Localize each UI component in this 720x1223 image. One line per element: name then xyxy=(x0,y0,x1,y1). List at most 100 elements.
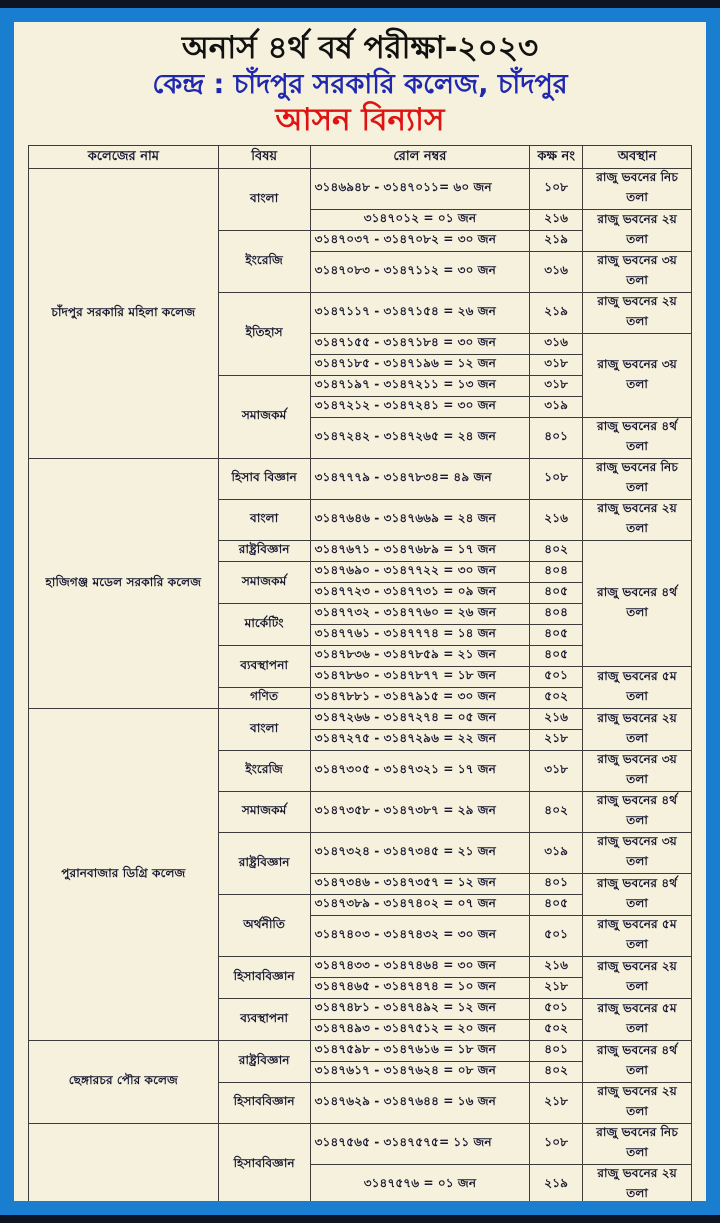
roll-cell: ৩১৪৭০৮৩ - ৩১৪৭১১২ = ৩০ জন xyxy=(309,251,531,294)
subject-cell: ইংরেজি xyxy=(217,230,311,294)
table-row: ৩১৪৭৭৬১ - ৩১৪৭৭৭৪ = ১৪ জন ৪০৫ xyxy=(29,624,692,647)
location-cell: রাজু ভবনের ৪র্থ তলা xyxy=(582,417,692,460)
college-cell: ছেঙ্গারচর পৌর কলেজ xyxy=(28,1040,219,1125)
college-cell: হাজিগঞ্জ মডেল সরকারি কলেজ xyxy=(28,458,219,710)
roll-cell: ৩১৪৭৪০৩ - ৩১৪৭৪৩২ = ৩০ জন xyxy=(309,915,531,958)
roll-cell: ৩১৪৭৬৯০ - ৩১৪৭৭২২ = ৩০ জন xyxy=(309,561,531,584)
location-cell: রাজু ভবনের নিচ তলা xyxy=(582,1123,692,1166)
room-cell: ৩১৮ xyxy=(529,354,584,377)
room-cell: ১০৮ xyxy=(529,168,584,211)
roll-cell: ৩১৪৭৬৭১ - ৩১৪৭৬৮৯ = ১৭ জন xyxy=(309,540,531,563)
roll-cell: ৩১৪৭২৪২ - ৩১৪৭২৬৫ = ২৪ জন xyxy=(309,417,531,460)
roll-cell: ৩১৪৭৮৮১ - ৩১৪৭৯১৫ = ৩০ জন xyxy=(309,687,531,710)
roll-cell: ৩১৪৭৫৬৫ - ৩১৪৭৫৭৫= ১১ জন xyxy=(309,1123,531,1166)
roll-cell: ৩১৪৭৮৬০ - ৩১৪৭৮৭৭ = ১৮ জন xyxy=(309,666,531,689)
room-cell: ২১৯ xyxy=(529,1164,584,1201)
table-row: ৩১৪৭২৭৫ - ৩১৪৭২৯৬ = ২২ জন ২১৮ xyxy=(29,729,692,752)
table-row: রাষ্ট্রবিজ্ঞান ৩১৪৭৬৭১ - ৩১৪৭৬৮৯ = ১৭ জন ৪… xyxy=(29,540,692,668)
roll-cell: ৩১৪৭৩৮৯ - ৩১৪৭৪০২ = ০৭ জন xyxy=(309,894,531,917)
table-row: ৩১৪৭৫৭৬ = ০১ জন ২১৯ রাজু ভবনের ২য় তলা xyxy=(29,1164,692,1201)
room-cell: ৪০৫ xyxy=(529,645,584,668)
location-cell: রাজু ভবনের ৪র্থ তলা xyxy=(582,540,692,668)
subject-cell: হিসাব বিজ্ঞান xyxy=(217,458,311,501)
subject-cell: গণিত xyxy=(217,687,311,710)
subject-cell: ব্যবস্থাপনা xyxy=(217,998,311,1042)
table-row: ৩১৪৭৪৯৩ - ৩১৪৭৫১২ = ২০ জন ৫০২ xyxy=(29,1019,692,1042)
college-cell: গৃদকালিন্দিয়া হাজেরা হাসমত কলেজ xyxy=(28,1123,219,1201)
roll-cell: ৩১৪৭৬১৭ - ৩১৪৭৬২৪ = ০৮ জন xyxy=(309,1061,531,1084)
table-row: ৩১৪৭৭২৩ - ৩১৪৭৭৩১ = ০৯ জন ৪০৫ xyxy=(29,582,692,605)
location-cell: রাজু ভবনের ২য় তলা xyxy=(582,708,692,752)
room-cell: ৫০২ xyxy=(529,1019,584,1042)
location-cell: রাজু ভবনের নিচ তলা xyxy=(582,168,692,211)
table-row: মার্কেটিং ৩১৪৭৭৩২ - ৩১৪৭৭৬০ = ২৬ জন ৪০৪ xyxy=(29,603,692,647)
roll-cell: ৩১৪৭৭৭৯ - ৩১৪৭৮৩৪= ৪৯ জন xyxy=(309,458,531,501)
table-row: ৩১৪৭৮৬০ - ৩১৪৭৮৭৭ = ১৮ জন ৫০১ রাজু ভবনের ৫… xyxy=(29,666,692,710)
subject-cell: রাষ্ট্রবিজ্ঞান xyxy=(217,832,311,896)
roll-cell: ৩১৪৭৪৯৩ - ৩১৪৭৫১২ = ২০ জন xyxy=(309,1019,531,1042)
table-row: হাজিগঞ্জ মডেল সরকারি কলেজ হিসাব বিজ্ঞান ৩১… xyxy=(28,458,692,710)
room-cell: ২১৬ xyxy=(529,499,584,542)
location-cell: রাজু ভবনের ৪র্থ তলা xyxy=(582,873,692,917)
table-row: ইংরেজি ৩১৪৭৩০৫ - ৩১৪৭৩২১ = ১৭ জন ৩১৮ রাজু ভ… xyxy=(29,750,692,793)
table-row: গৃদকালিন্দিয়া হাজেরা হাসমত কলেজহিসাববিজ… xyxy=(28,1123,692,1201)
subject-cell: ইংরেজি xyxy=(217,750,311,793)
room-cell: ৪০৫ xyxy=(529,582,584,605)
table-row: ছেঙ্গারচর পৌর কলেজ রাষ্ট্রবিজ্ঞান ৩১৪৭৫৯৮ … xyxy=(28,1040,692,1125)
roll-cell: ৩১৪৭৩৫৮ - ৩১৪৭৩৮৭ = ২৯ জন xyxy=(309,791,531,834)
room-cell: ৪০৪ xyxy=(529,561,584,584)
document-page: অনার্স ৪র্থ বর্ষ পরীক্ষা-২০২৩ কেন্দ্র : … xyxy=(14,22,706,1201)
roll-cell: ৩১৪৭৭২৩ - ৩১৪৭৭৩১ = ০৯ জন xyxy=(309,582,531,605)
roll-cell: ৩১৪৭৭৩২ - ৩১৪৭৭৬০ = ২৬ জন xyxy=(309,603,531,626)
room-cell: ৪০২ xyxy=(529,540,584,563)
room-cell: ৩১৬ xyxy=(529,251,584,294)
subject-cell: ইতিহাস xyxy=(217,292,311,377)
college-cell: পুরানবাজার ডিগ্রি কলেজ xyxy=(28,708,219,1042)
location-cell: রাজু ভবনের ৫ম তলা xyxy=(582,915,692,958)
room-cell: ১০৮ xyxy=(529,458,584,501)
roll-cell: ৩১৪৭১৫৫ - ৩১৪৭১৮৪ = ৩০ জন xyxy=(309,333,531,356)
room-cell: ৩১৮ xyxy=(529,375,584,398)
subject-cell: বাংলা xyxy=(217,499,311,542)
location-cell: রাজু ভবনের ২য় তলা xyxy=(582,1164,692,1201)
roll-cell: ৩১৪৭৪৩৩ - ৩১৪৭৪৬৪ = ৩০ জন xyxy=(309,956,531,979)
roll-cell: ৩১৪৭১৮৫ - ৩১৪৭১৯৬ = ১২ জন xyxy=(309,354,531,377)
room-cell: ৪০৫ xyxy=(529,894,584,917)
table-row: ব্যবস্থাপনা ৩১৪৭৪৮১ - ৩১৪৭৪৯২ = ১২ জন ৫০১ র… xyxy=(29,998,692,1042)
room-cell: ২১৬ xyxy=(529,209,584,232)
table-row: সমাজকর্ম ৩১৪৭৬৯০ - ৩১৪৭৭২২ = ৩০ জন ৪০৪ xyxy=(29,561,692,605)
seating-table-body: চাঁদপুর সরকারি মহিলা কলেজ বাংলা ৩১৪৬৯৪৮ - … xyxy=(28,168,692,1201)
location-cell: রাজু ভবনের ৩য় তলা xyxy=(582,333,692,419)
roll-cell: ৩১৪৭৭৬১ - ৩১৪৭৭৭৪ = ১৪ জন xyxy=(309,624,531,647)
location-cell: রাজু ভবনের নিচ তলা xyxy=(582,458,692,501)
roll-cell: ৩১৪৭২৭৫ - ৩১৪৭২৯৬ = ২২ জন xyxy=(309,729,531,752)
room-cell: ৪০১ xyxy=(529,873,584,896)
location-cell: রাজু ভবনের ২য় তলা xyxy=(582,209,692,253)
roll-cell: ৩১৪৭৪৬৫ - ৩১৪৭৪৭৪ = ১০ জন xyxy=(309,977,531,1000)
table-row: বাংলা ৩১৪৭৬৪৬ - ৩১৪৭৬৬৯ = ২৪ জন ২১৬ রাজু ভব… xyxy=(29,499,692,542)
table-row: ৩১৪৭১৫৫ - ৩১৪৭১৮৪ = ৩০ জন ৩১৬ রাজু ভবনের ৩… xyxy=(29,333,692,419)
exam-title: অনার্স ৪র্থ বর্ষ পরীক্ষা-২০২৩ xyxy=(181,30,539,66)
subject-cell: বাংলা xyxy=(217,168,311,232)
table-row: ৩১৪৭০১২ = ০১ জন ২১৬ রাজু ভবনের ২য় তলা xyxy=(29,209,692,253)
subject-cell: ব্যবস্থাপনা xyxy=(217,645,311,689)
roll-cell: ৩১৪৭৬৪৬ - ৩১৪৭৬৬৯ = ২৪ জন xyxy=(309,499,531,542)
column-header-roll: রোল নম্বর xyxy=(309,145,531,170)
room-cell: ৩১৮ xyxy=(529,750,584,793)
location-cell: রাজু ভবনের ৩য় তলা xyxy=(582,750,692,793)
room-cell: ৪০১ xyxy=(529,417,584,460)
room-cell: ২১৬ xyxy=(529,956,584,979)
room-cell: ২১৯ xyxy=(529,292,584,335)
blue-frame: অনার্স ৪র্থ বর্ষ পরীক্ষা-২০২৩ কেন্দ্র : … xyxy=(0,8,720,1215)
room-cell: ৩১৯ xyxy=(529,396,584,419)
subject-cell: অর্থনীতি xyxy=(217,894,311,958)
seat-layout-title: আসন বিন্যাস xyxy=(275,102,445,139)
subject-cell: হিসাববিজ্ঞান xyxy=(217,1082,311,1125)
table-row: সমাজকর্ম ৩১৪৭৩৫৮ - ৩১৪৭৩৮৭ = ২৯ জন ৪০২ রাজু… xyxy=(29,791,692,834)
column-header-room: কক্ষ নং xyxy=(529,145,584,170)
college-cell: চাঁদপুর সরকারি মহিলা কলেজ xyxy=(28,168,219,460)
location-cell: রাজু ভবনের ৩য় তলা xyxy=(582,251,692,294)
table-row: অর্থনীতি ৩১৪৭৩৮৯ - ৩১৪৭৪০২ = ০৭ জন ৪০৫ xyxy=(29,894,692,958)
room-cell: ২১৮ xyxy=(529,729,584,752)
roll-cell: ৩১৪৭০৩৭ - ৩১৪৭০৮২ = ৩০ জন xyxy=(309,230,531,253)
